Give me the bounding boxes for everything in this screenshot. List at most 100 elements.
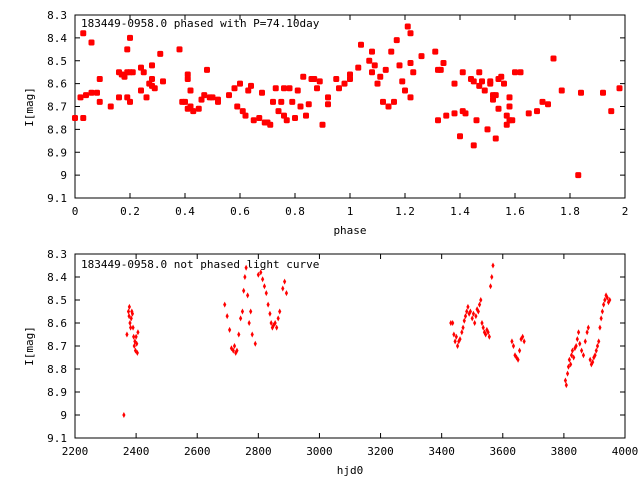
data-point [476, 69, 483, 76]
data-point [184, 76, 191, 83]
data-point [250, 117, 257, 124]
y-tick-label: 8.8 [47, 123, 67, 136]
data-point [517, 69, 524, 76]
x-tick-label: 1.4 [450, 205, 470, 218]
data-point [600, 308, 604, 315]
data-point [300, 73, 307, 80]
data-point [517, 347, 522, 354]
data-point [492, 135, 499, 142]
data-point [240, 308, 245, 315]
data-point [96, 98, 103, 105]
data-point [333, 76, 340, 83]
data-point [462, 317, 466, 324]
data-point [127, 303, 131, 310]
data-point [314, 85, 320, 92]
data-point [463, 313, 468, 320]
data-point [501, 80, 507, 87]
data-point [369, 69, 375, 76]
data-point [455, 343, 460, 349]
data-point [124, 46, 131, 53]
x-tick-label: 2 [622, 205, 629, 218]
data-point [473, 320, 477, 326]
data-point [94, 89, 100, 96]
unphased-axis-ticks: 2200 2400 2600 2800 3000 3200 3400 3600 3800 4000… [47, 248, 638, 458]
data-point [503, 112, 510, 119]
data-point [484, 331, 488, 338]
data-point [391, 98, 397, 105]
data-point [458, 336, 462, 343]
data-point [410, 69, 417, 76]
data-point [270, 324, 274, 331]
data-point [488, 283, 493, 290]
data-point [418, 53, 425, 60]
data-point [132, 333, 136, 340]
data-point [149, 76, 155, 83]
data-point [281, 112, 287, 119]
x-tick-label: 0.2 [120, 205, 140, 218]
data-point [484, 126, 491, 133]
y-tick-label: 8.3 [47, 9, 67, 22]
x-tick-label: 0 [72, 205, 79, 218]
data-point [475, 306, 479, 313]
data-point [480, 320, 484, 326]
data-point [586, 324, 590, 331]
data-point [297, 103, 304, 110]
data-point [382, 66, 389, 73]
data-point [149, 62, 155, 69]
data-point [581, 352, 586, 359]
phased-panel: 183449-0958.0 phased with P=74.10day pha… [23, 9, 628, 237]
data-point [272, 322, 276, 329]
data-point [228, 326, 232, 333]
data-point [269, 320, 273, 326]
data-point [116, 94, 122, 101]
data-point [583, 338, 587, 345]
data-point [506, 103, 513, 110]
data-point [616, 85, 623, 92]
y-tick-label: 8.7 [47, 101, 67, 114]
data-point [231, 347, 235, 354]
data-point [514, 354, 519, 361]
data-point [402, 87, 408, 94]
data-point [249, 308, 253, 315]
data-point [242, 287, 246, 294]
data-point [231, 85, 238, 92]
x-tick-label: 0.4 [175, 205, 195, 218]
data-point [498, 73, 505, 80]
data-point [393, 37, 400, 44]
data-point [591, 359, 595, 366]
data-point [215, 98, 221, 105]
data-point [575, 336, 579, 343]
unphased-panel: 183449-0958.0 not phased light curve hjd… [23, 248, 638, 477]
y-tick-label: 8.5 [47, 294, 67, 307]
phased-data-points [72, 23, 623, 179]
data-point [187, 103, 194, 110]
data-point [134, 333, 138, 340]
data-point [404, 23, 411, 30]
data-point [243, 274, 247, 280]
x-tick-label: 2200 [62, 445, 89, 458]
data-point [245, 87, 252, 94]
data-point [303, 112, 309, 119]
x-tick-label: 3600 [490, 445, 517, 458]
data-point [276, 315, 280, 322]
data-point [132, 343, 136, 349]
data-point [594, 347, 598, 354]
data-point [473, 117, 480, 124]
data-point [247, 320, 251, 326]
phased-y-axis-label: I[mag] [23, 87, 36, 127]
data-point [96, 76, 103, 83]
data-point [129, 324, 133, 331]
data-point [503, 121, 510, 128]
data-point [129, 315, 133, 322]
data-point [289, 98, 296, 105]
data-point [264, 290, 268, 297]
data-point [479, 78, 485, 85]
data-point [347, 71, 353, 78]
data-point [182, 98, 188, 105]
phased-axis-ticks: 0 0.2 0.4 0.6 0.8 1 1.2 1.4 1.6 1.8 2 8.3 8.4 8.5 8.6 8… [47, 9, 628, 218]
data-point [284, 290, 289, 297]
data-point [273, 320, 277, 326]
data-point [204, 66, 210, 73]
data-point [253, 340, 257, 347]
